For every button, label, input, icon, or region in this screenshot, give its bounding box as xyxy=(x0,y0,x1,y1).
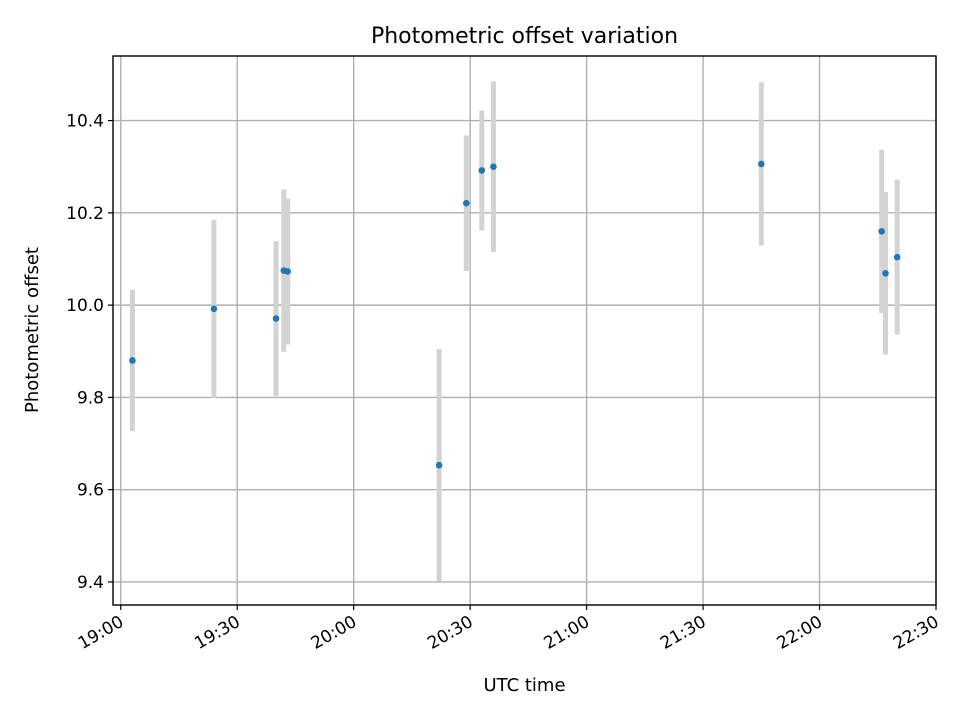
y-tick-label: 10.4 xyxy=(66,112,104,132)
plot-frame xyxy=(112,55,937,606)
chart-title: Photometric offset variation xyxy=(371,24,678,49)
y-axis-label: Photometric offset xyxy=(22,247,43,413)
y-tick-label: 10.2 xyxy=(66,204,104,224)
data-point xyxy=(758,160,765,168)
data-point xyxy=(478,167,486,174)
y-tick-label: 9.6 xyxy=(77,481,104,501)
data-point xyxy=(878,228,885,235)
data-point xyxy=(272,315,280,322)
x-axis-label: UTC time xyxy=(483,675,565,696)
data-point xyxy=(129,357,136,364)
data-point xyxy=(490,163,497,171)
data-point xyxy=(893,253,901,261)
y-tick-label: 10.0 xyxy=(66,296,104,316)
data-point xyxy=(462,199,470,207)
data-point xyxy=(210,305,218,313)
y-tick-label: 9.4 xyxy=(77,573,104,593)
data-points xyxy=(129,160,901,469)
data-point xyxy=(435,461,443,469)
y-tick-label: 9.8 xyxy=(77,388,104,408)
data-point xyxy=(882,269,889,277)
data-point xyxy=(284,268,291,275)
